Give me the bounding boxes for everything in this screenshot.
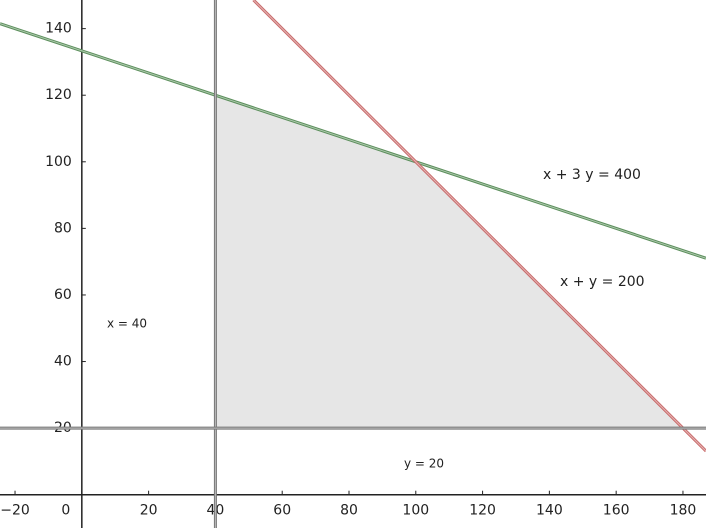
x-tick-label: 160 [603,503,630,519]
x-tick-label: −20 [0,503,30,519]
line-label: y = 20 [404,457,444,471]
y-tick-label: 40 [54,354,72,370]
x-tick-label: 100 [402,503,429,519]
x-tick-label: 80 [340,503,358,519]
constraint-line-highlight [0,23,706,259]
feasible-region [215,95,683,429]
x-tick-label: 180 [670,503,697,519]
line-label: x + 3 y = 400 [543,167,641,183]
y-tick-label: 80 [54,220,72,236]
line-label: x = 40 [107,317,147,331]
y-tick-label: 100 [45,154,72,170]
x-tick-label: 0 [61,503,70,519]
line-label: x + y = 200 [560,274,645,290]
x-tick-label: 120 [469,503,496,519]
x-tick-label: 20 [140,503,158,519]
x-tick-label: 140 [536,503,563,519]
constraint-line-highlight [253,0,706,452]
y-tick-label: 120 [45,87,72,103]
y-tick-label: 60 [54,287,72,303]
x-tick-label: 60 [273,503,291,519]
y-tick-label: 140 [45,21,72,37]
